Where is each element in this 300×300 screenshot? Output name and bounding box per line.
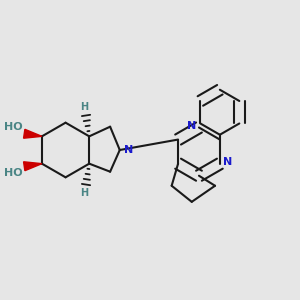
Text: H: H <box>80 188 88 198</box>
Text: H: H <box>80 102 88 112</box>
Text: N: N <box>187 121 196 131</box>
Text: N: N <box>124 145 133 155</box>
Text: HO: HO <box>4 122 22 132</box>
Polygon shape <box>24 162 42 171</box>
Text: N: N <box>223 157 232 167</box>
Polygon shape <box>24 129 42 138</box>
Text: HO: HO <box>4 168 22 178</box>
